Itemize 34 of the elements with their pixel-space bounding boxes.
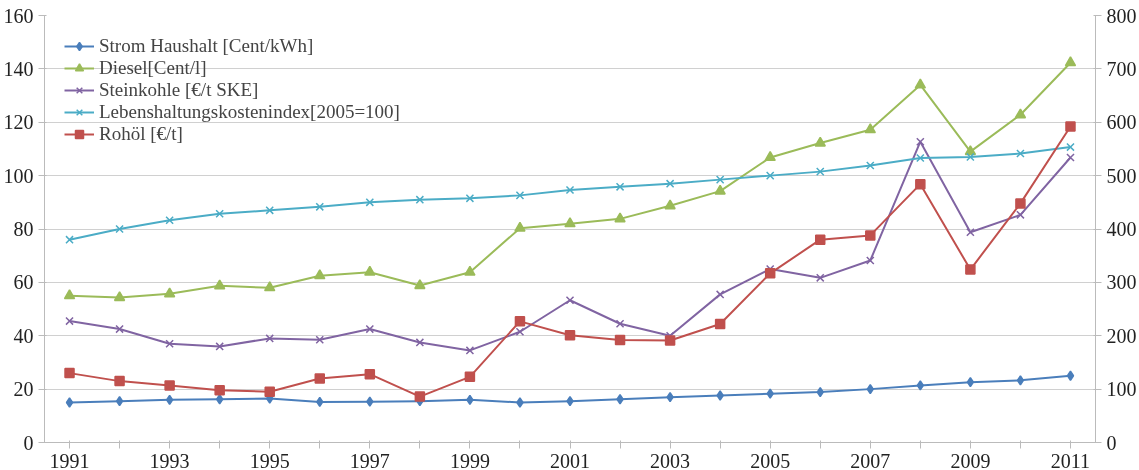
- y2-tick-label: 800: [1106, 4, 1137, 27]
- y2-tick-label: 400: [1106, 218, 1137, 240]
- x-tick-label: 2005: [750, 449, 791, 470]
- y2-tick-label: 700: [1106, 57, 1137, 80]
- x-tick-label: 1991: [49, 449, 90, 470]
- x-tick-label: 2011: [1050, 449, 1091, 470]
- y2-tick-label: 0: [1106, 431, 1117, 454]
- y-tick-label: 60: [13, 271, 34, 294]
- y2-tick-label: 300: [1106, 271, 1137, 294]
- y-tick-label: 140: [3, 57, 34, 80]
- x-tick-label: 1997: [349, 449, 390, 470]
- y2-tick-label: 200: [1106, 324, 1137, 347]
- y-tick-label: 160: [3, 4, 34, 27]
- x-tick-label: 2003: [650, 449, 691, 470]
- y2-tick-label: 500: [1106, 164, 1137, 187]
- x-tick-label: 2001: [550, 449, 590, 470]
- y-tick-label: 100: [3, 164, 34, 187]
- x-tick-label: 1999: [449, 449, 490, 470]
- legend-label: Steinkohle [€/t SKE]: [99, 79, 259, 101]
- x-tick-label: 1995: [249, 449, 290, 470]
- x-tick-label: 1993: [149, 449, 190, 470]
- legend-label: Rohöl [€/t]: [99, 123, 183, 145]
- y-tick-label: 120: [3, 111, 34, 134]
- legend-label: Strom Haushalt [Cent/kWh]: [99, 35, 314, 57]
- legend-label: Lebenshaltungskostenindex[2005=100]: [99, 101, 400, 123]
- y2-tick-label: 600: [1106, 111, 1137, 134]
- y-tick-label: 0: [23, 431, 34, 454]
- y2-tick-label: 100: [1106, 378, 1137, 401]
- y-tick-label: 20: [13, 378, 34, 401]
- legend-label: Diesel[Cent/l]: [99, 57, 207, 79]
- x-tick-label: 2007: [850, 449, 891, 470]
- y-tick-label: 80: [13, 218, 34, 240]
- y-tick-label: 40: [13, 324, 34, 347]
- x-tick-label: 2009: [950, 449, 991, 470]
